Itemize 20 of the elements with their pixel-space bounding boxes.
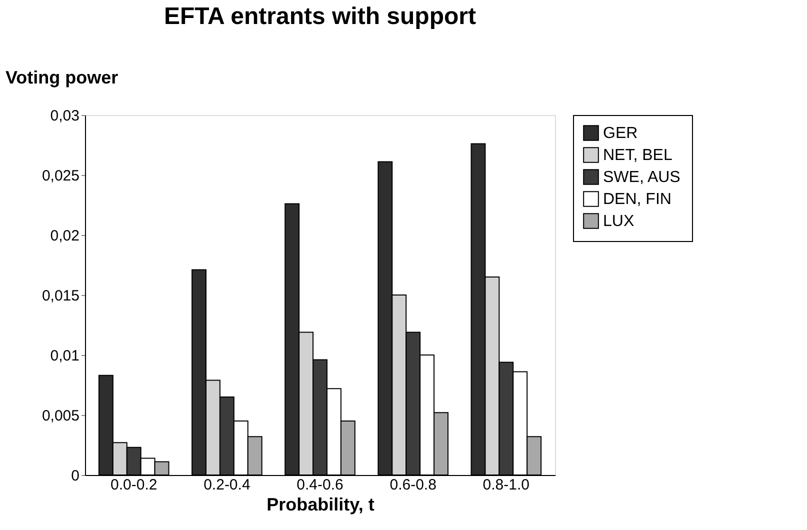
x-tick-label: 0.4-0.6: [296, 476, 344, 494]
y-tick-label: 0,005: [42, 408, 80, 424]
legend-label: SWE, AUS: [603, 169, 680, 186]
legend-label: NET, BEL: [603, 147, 672, 164]
x-tick-label: 0.8-1.0: [482, 476, 530, 494]
legend-label: DEN, FIN: [603, 191, 672, 208]
legend-label: GER: [603, 125, 638, 142]
y-tick-label: 0,03: [50, 108, 80, 124]
y-tick-label: 0,01: [50, 348, 80, 364]
x-tick-label: 0.2-0.4: [204, 476, 250, 494]
chart-title: EFTA entrants with support: [164, 3, 476, 30]
y-tick-label: 0,02: [50, 228, 80, 244]
x-axis-title: Probability, t: [266, 494, 374, 514]
y-tick-label: 0: [71, 468, 80, 484]
x-tick-label: 0.0-0.2: [110, 476, 158, 494]
x-tick-label: 0.6-0.8: [390, 476, 436, 494]
y-tick-label: 0,015: [42, 288, 80, 304]
legend-label: LUX: [603, 213, 634, 230]
y-tick-label: 0,025: [42, 168, 80, 184]
y-axis-title: Voting power: [6, 68, 118, 88]
